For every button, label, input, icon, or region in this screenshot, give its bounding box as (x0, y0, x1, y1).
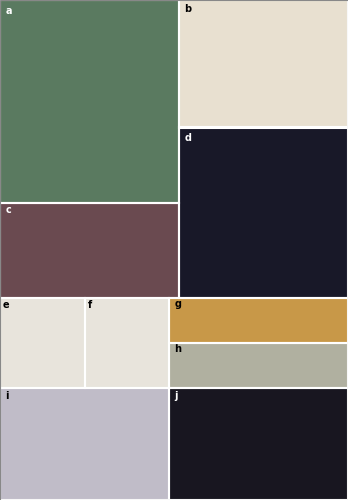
Text: f: f (88, 300, 92, 310)
Text: h: h (174, 344, 181, 354)
Text: i: i (5, 391, 9, 401)
Text: e: e (2, 300, 9, 310)
Text: j: j (174, 391, 178, 401)
Text: g: g (174, 299, 181, 309)
Text: c: c (5, 206, 11, 216)
Text: a: a (5, 6, 12, 16)
Text: d: d (184, 132, 191, 142)
Text: b: b (184, 4, 191, 14)
